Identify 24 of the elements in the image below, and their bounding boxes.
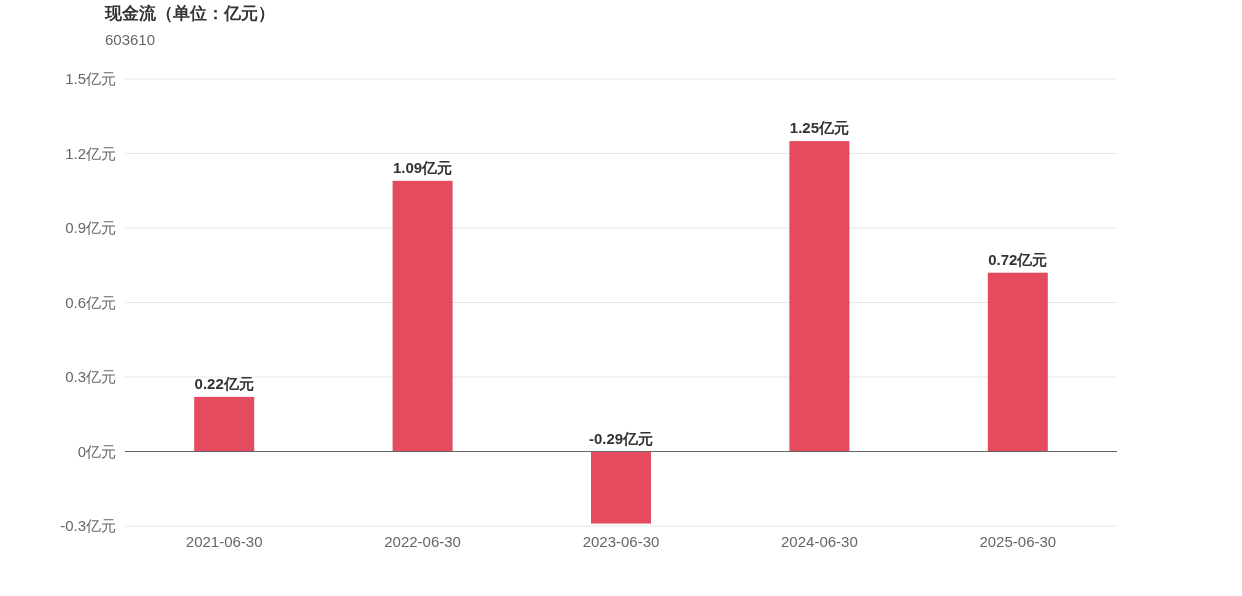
y-tick-label: 0.6亿元	[65, 293, 116, 311]
y-tick-label: 0.3亿元	[65, 368, 116, 385]
y-tick-label: -0.3亿元	[60, 517, 116, 534]
data-label: 1.25亿元	[789, 119, 849, 137]
bar	[194, 396, 255, 452]
x-tick-label: 2022-06-30	[384, 533, 461, 550]
y-tick-label: 1.5亿元	[65, 70, 116, 87]
data-label: -0.29亿元	[588, 429, 654, 447]
x-tick-label: 2025-06-30	[979, 533, 1057, 550]
y-tick-label: 0.9亿元	[65, 219, 116, 236]
data-label: 1.09亿元	[393, 158, 453, 176]
data-label: 0.22亿元	[194, 374, 254, 392]
bar	[392, 180, 453, 452]
y-tick-label: 1.2亿元	[65, 144, 116, 162]
x-tick-label: 2021-06-30	[185, 533, 263, 550]
bar	[987, 272, 1048, 452]
x-tick-label: 2024-06-30	[781, 533, 858, 550]
x-tick-label: 2023-06-30	[582, 533, 660, 550]
chart-subtitle: 603610	[105, 31, 156, 48]
bar	[591, 451, 651, 524]
data-label: 0.72亿元	[988, 250, 1048, 268]
y-tick-label: 0亿元	[77, 442, 116, 460]
bar	[789, 141, 850, 452]
chart-title: 现金流（单位：亿元）	[104, 4, 275, 23]
